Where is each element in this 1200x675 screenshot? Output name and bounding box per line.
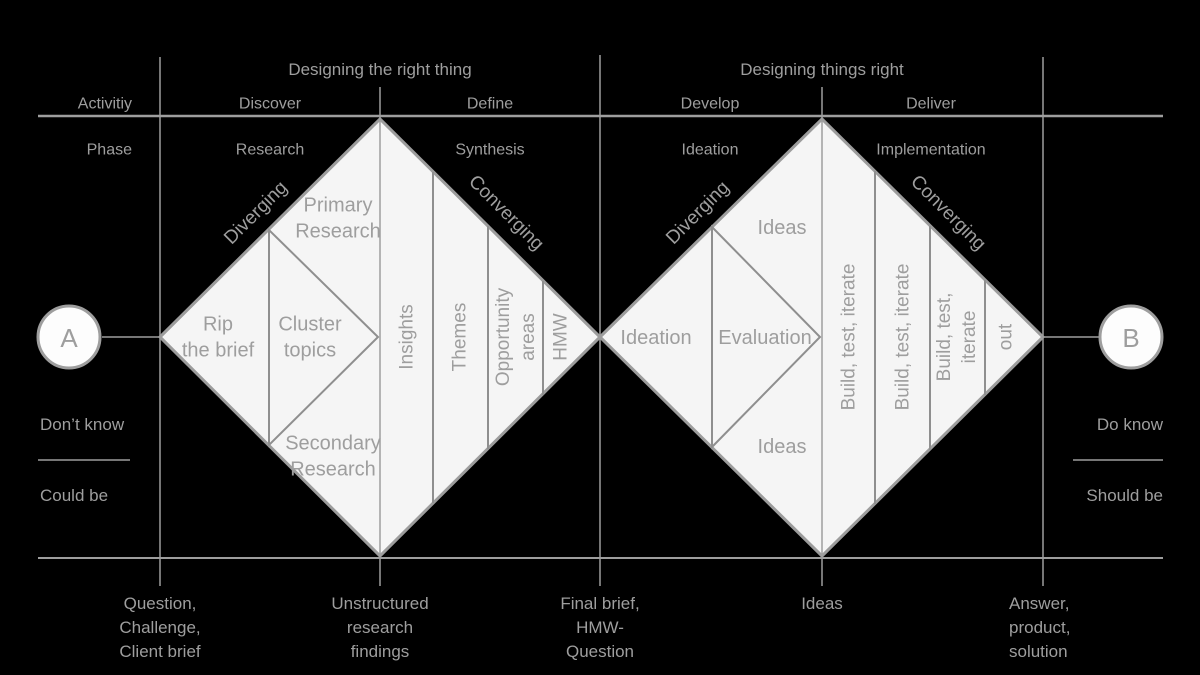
node-a-label: A [60,322,78,353]
ideation-label: Ideation [620,326,692,349]
phase-label-research: Research [235,141,305,159]
milestone-research-findings: Unstructured research findings [331,594,429,661]
state-should-be: Should be [1086,485,1163,505]
band-build-test-iterate-2-label: Build, test, iterate [892,263,914,411]
phase-label-implementation: Implementation [876,141,986,159]
band-themes-label: Themes [449,302,471,372]
band-hmw-label: HMW [550,313,572,361]
band-insights-label: Insights [396,304,418,370]
milestone-start: Question, Challenge, Client brief [119,594,201,661]
activity-label-discover: Discover [238,95,302,113]
milestone-answer: Answer, product, solution [1009,594,1071,661]
band-opportunity-areas-label: Opportunity areas [492,287,539,387]
band-build-test-iterate-3-label: Build, test, iterate [933,292,980,382]
state-could-be: Could be [40,485,109,505]
diamond-2-inner-triangle [711,224,822,450]
ideas-top-label: Ideas [757,216,807,239]
state-dont-know: Don’t know [40,414,125,434]
secondary-research-label: Secondary Research [285,432,381,481]
cluster-topics-label: Cluster topics [278,313,342,362]
milestone-final-brief: Final brief, HMW- Question [560,594,640,661]
activity-label-define: Define [466,95,514,113]
node-b-circle [1098,304,1164,370]
milestone-ideas: Ideas [801,594,843,613]
activity-label-develop: Develop [680,95,740,113]
row-label-phase: Phase [86,141,132,159]
diamond-1-inner-triangle [268,227,380,448]
ideas-bottom-label: Ideas [757,435,807,458]
primary-research-label: Primary Research [295,194,381,243]
node-b-label: B [1122,322,1140,353]
band-build-test-iterate-1-label: Build, test, iterate [838,263,860,411]
phase-label-ideation: Ideation [681,141,739,159]
page-title-right: Designing things right [740,59,904,79]
evaluation-label: Evaluation [718,326,812,349]
node-a-circle [36,304,102,370]
phase-label-synthesis: Synthesis [455,141,525,159]
state-do-know: Do know [1096,414,1163,434]
rip-the-brief-label: Rip the brief [181,313,255,362]
page-title-left: Designing the right thing [288,59,472,79]
band-out-label: out [995,323,1017,351]
row-label-activity: Activitiy [77,95,132,113]
activity-label-deliver: Deliver [906,95,956,113]
